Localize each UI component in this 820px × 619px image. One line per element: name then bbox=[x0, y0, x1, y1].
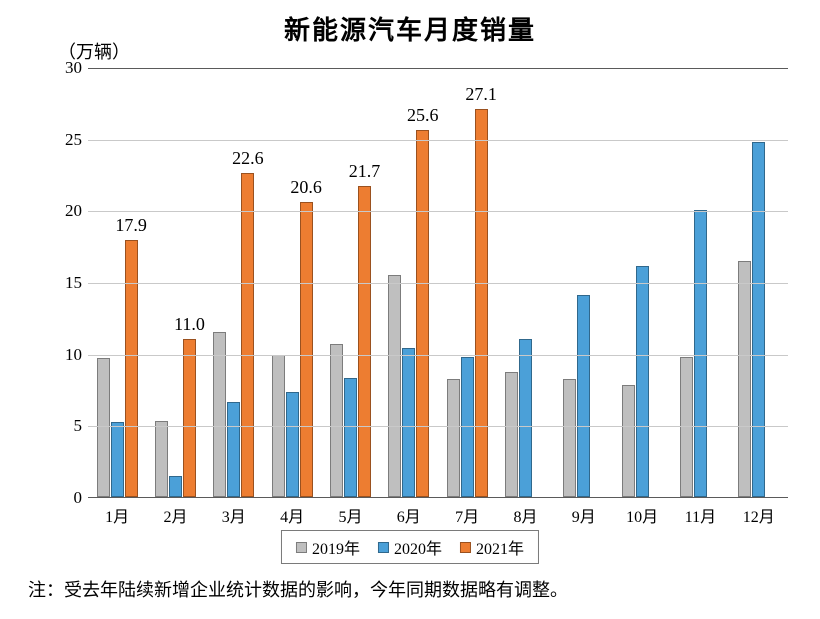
bar bbox=[636, 266, 649, 497]
xtick-label: 1月 bbox=[105, 503, 129, 527]
ytick-label: 0 bbox=[42, 488, 82, 508]
gridline bbox=[88, 68, 788, 69]
bar-value-label: 25.6 bbox=[407, 105, 439, 126]
bar-value-label: 20.6 bbox=[290, 177, 322, 198]
xtick-label: 9月 bbox=[572, 503, 596, 527]
bar bbox=[738, 261, 751, 498]
bar bbox=[286, 392, 299, 497]
gridline bbox=[88, 211, 788, 212]
bar bbox=[330, 344, 343, 497]
footnote: 注：受去年陆续新增企业统计数据的影响，今年同期数据略有调整。 bbox=[28, 576, 568, 602]
bar bbox=[577, 295, 590, 497]
bar bbox=[111, 422, 124, 497]
xtick-label: 8月 bbox=[513, 503, 537, 527]
legend-item: 2020年 bbox=[378, 535, 442, 559]
bar bbox=[402, 348, 415, 497]
bar bbox=[563, 379, 576, 497]
bar bbox=[416, 130, 429, 497]
bar bbox=[213, 332, 226, 497]
chart-container: 新能源汽车月度销量 （万辆） 17.91月11.02月22.63月20.64月2… bbox=[20, 10, 800, 570]
xtick-label: 12月 bbox=[743, 503, 775, 527]
bar-value-label: 27.1 bbox=[465, 84, 497, 105]
plot-area: 17.91月11.02月22.63月20.64月21.75月25.66月27.1… bbox=[88, 68, 788, 498]
xtick-label: 4月 bbox=[280, 503, 304, 527]
bar bbox=[241, 173, 254, 497]
bar-value-label: 21.7 bbox=[349, 161, 381, 182]
bar bbox=[752, 142, 765, 497]
xtick-label: 5月 bbox=[338, 503, 362, 527]
legend-swatch bbox=[378, 542, 389, 553]
gridline bbox=[88, 426, 788, 427]
bar bbox=[125, 240, 138, 497]
bar bbox=[475, 109, 488, 497]
bar-value-label: 17.9 bbox=[115, 215, 147, 236]
legend-item: 2021年 bbox=[460, 535, 524, 559]
gridline bbox=[88, 140, 788, 141]
legend: 2019年 2020年 2021年 bbox=[281, 530, 539, 564]
bar bbox=[183, 339, 196, 497]
bar bbox=[519, 339, 532, 497]
ytick-label: 10 bbox=[42, 345, 82, 365]
bar bbox=[622, 385, 635, 497]
legend-label: 2021年 bbox=[476, 535, 524, 559]
bar bbox=[169, 476, 182, 498]
legend-item: 2019年 bbox=[296, 535, 360, 559]
ytick-label: 15 bbox=[42, 273, 82, 293]
bar-value-label: 22.6 bbox=[232, 148, 264, 169]
legend-swatch bbox=[296, 542, 307, 553]
xtick-label: 3月 bbox=[222, 503, 246, 527]
bar bbox=[358, 186, 371, 497]
bar bbox=[155, 421, 168, 497]
bar bbox=[344, 378, 357, 497]
chart-title: 新能源汽车月度销量 bbox=[20, 10, 800, 47]
legend-label: 2020年 bbox=[394, 535, 442, 559]
xtick-label: 7月 bbox=[455, 503, 479, 527]
gridline bbox=[88, 355, 788, 356]
ytick-label: 5 bbox=[42, 416, 82, 436]
bar-value-label: 11.0 bbox=[174, 314, 205, 335]
bar bbox=[97, 358, 110, 497]
xtick-label: 11月 bbox=[685, 503, 716, 527]
bar bbox=[388, 275, 401, 497]
bar bbox=[505, 372, 518, 497]
ytick-label: 25 bbox=[42, 130, 82, 150]
bar bbox=[227, 402, 240, 497]
ytick-label: 20 bbox=[42, 201, 82, 221]
xtick-label: 10月 bbox=[626, 503, 658, 527]
xtick-label: 2月 bbox=[163, 503, 187, 527]
legend-swatch bbox=[460, 542, 471, 553]
gridline bbox=[88, 283, 788, 284]
xtick-label: 6月 bbox=[397, 503, 421, 527]
legend-label: 2019年 bbox=[312, 535, 360, 559]
ytick-label: 30 bbox=[42, 58, 82, 78]
bar bbox=[447, 379, 460, 497]
bar bbox=[300, 202, 313, 497]
